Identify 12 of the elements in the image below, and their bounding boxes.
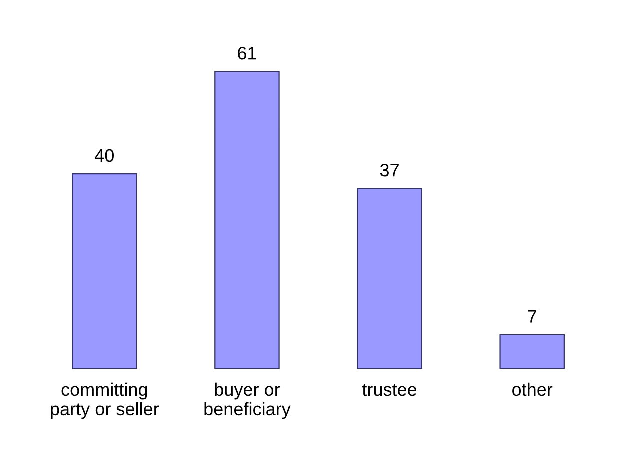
- x-tick-label: committing party or seller: [51, 382, 160, 420]
- x-tick-label: other: [512, 382, 553, 396]
- data-label: 37: [380, 164, 399, 177]
- data-label: 61: [238, 46, 256, 60]
- x-tick-label: buyer or beneficiary: [204, 382, 291, 420]
- x-tick-label: trustee: [362, 384, 417, 396]
- bar: [357, 188, 422, 369]
- bar: [214, 71, 280, 369]
- bar: [72, 173, 138, 369]
- data-label: 40: [95, 149, 114, 162]
- bar: [500, 334, 565, 369]
- data-label: 7: [528, 310, 536, 323]
